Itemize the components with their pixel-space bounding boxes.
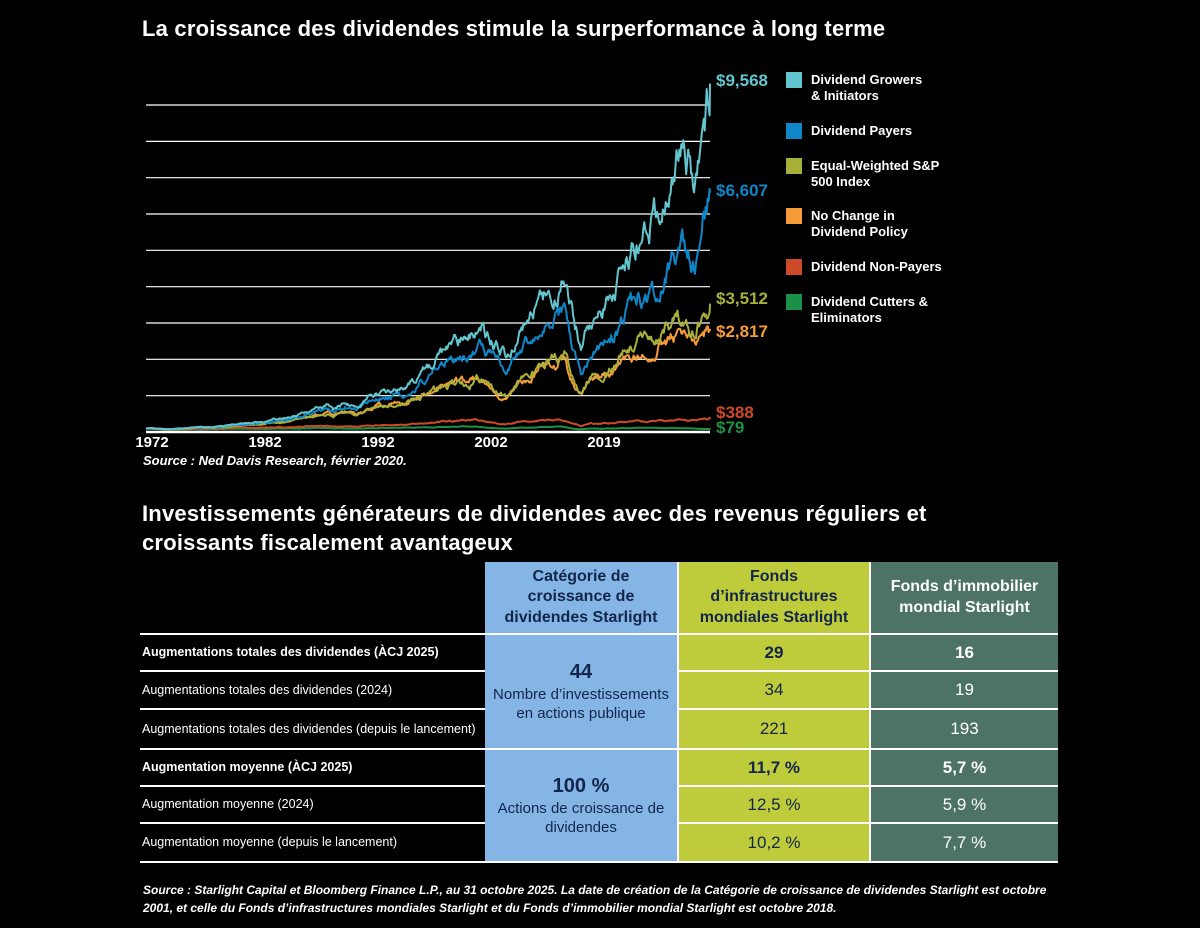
series-line-0 bbox=[146, 83, 711, 431]
row-divider bbox=[679, 822, 1058, 824]
cell-realestate: 7,7 % bbox=[942, 832, 987, 852]
legend-item-equalweight: Equal-Weighted S&P 500 Index bbox=[786, 157, 942, 190]
legend-item-payers: Dividend Payers bbox=[786, 122, 942, 139]
series-line-5 bbox=[146, 425, 711, 431]
chart-source-note: Source : Ned Davis Research, février 202… bbox=[143, 453, 407, 468]
infrastructure-column-bg bbox=[679, 562, 869, 863]
legend-label: Dividend Payers bbox=[811, 122, 913, 138]
row-divider bbox=[140, 708, 485, 710]
merged-caption: Nombre d’investissements en actions publ… bbox=[493, 685, 669, 722]
row-divider bbox=[140, 861, 1058, 863]
payers-swatch-icon bbox=[786, 122, 802, 139]
row-label: Augmentation moyenne (ÀCJ 2025) bbox=[142, 760, 353, 775]
legend-item-nochange: No Change in Dividend Policy bbox=[786, 208, 942, 240]
end-value-nonpayers: $388 bbox=[716, 403, 754, 422]
row-label: Augmentation moyenne (depuis le lancemen… bbox=[142, 835, 398, 850]
equalweight-swatch-icon bbox=[786, 157, 802, 174]
merged-value: 44 bbox=[569, 660, 593, 683]
cell-infra: 29 bbox=[764, 642, 784, 662]
row-divider bbox=[679, 670, 1058, 672]
legend-label: Dividend Cutters & Eliminators bbox=[811, 294, 929, 326]
merged-value: 100 % bbox=[552, 774, 610, 797]
cell-realestate: 5,7 % bbox=[942, 757, 987, 777]
row-label: Augmentations totales des dividendes (de… bbox=[142, 721, 476, 736]
x-axis-label-1992: 1992 bbox=[361, 434, 395, 451]
row-label: Augmentations totales des dividendes (20… bbox=[142, 682, 393, 697]
table-header-infrastructure: Fonds d’infrastructures mondiales Starli… bbox=[699, 567, 849, 626]
row-label: Augmentations totales des dividendes (ÀC… bbox=[142, 645, 439, 660]
row-divider bbox=[140, 633, 1058, 635]
legend-label: No Change in Dividend Policy bbox=[811, 208, 908, 240]
x-axis-label-2019: 2019 bbox=[587, 434, 621, 451]
table-source-note: Source : Starlight Capital et Bloomberg … bbox=[143, 883, 1047, 915]
nochange-swatch-icon bbox=[786, 208, 802, 225]
cell-realestate: 16 bbox=[955, 642, 974, 662]
section-title: Investissements générateurs de dividende… bbox=[142, 501, 927, 556]
row-divider bbox=[140, 822, 485, 824]
legend-item-cutters: Dividend Cutters & Eliminators bbox=[786, 294, 942, 326]
cell-infra: 11,7 % bbox=[748, 757, 800, 777]
realestate-column-bg bbox=[871, 562, 1058, 863]
growers-swatch-icon bbox=[786, 72, 802, 88]
chart-legend: Dividend Growers & Initiators Dividend P… bbox=[786, 72, 942, 326]
column-divider bbox=[869, 562, 871, 863]
cell-realestate: 5,9 % bbox=[942, 794, 987, 814]
cell-infra: 221 bbox=[759, 719, 789, 738]
page-title: La croissance des dividendes stimule la … bbox=[142, 16, 886, 41]
legend-label: Dividend Growers & Initiators bbox=[811, 72, 923, 103]
cell-infra: 34 bbox=[764, 680, 784, 699]
series-line-4 bbox=[146, 416, 711, 431]
legend-item-nonpayers: Dividend Non-Payers bbox=[786, 259, 942, 276]
legend-item-growers: Dividend Growers & Initiators bbox=[786, 72, 942, 104]
row-label: Augmentation moyenne (2024) bbox=[142, 797, 314, 812]
growth-line-chart bbox=[146, 83, 711, 434]
x-axis-label-1972: 1972 bbox=[135, 434, 169, 451]
x-axis-label-2002: 2002 bbox=[474, 434, 508, 451]
x-axis-label-1982: 1982 bbox=[248, 434, 282, 451]
row-divider bbox=[140, 785, 485, 787]
legend-label: Dividend Non-Payers bbox=[811, 259, 942, 275]
cell-realestate: 193 bbox=[950, 719, 979, 738]
column-divider bbox=[677, 562, 679, 863]
end-value-cutters: $79 bbox=[716, 418, 745, 437]
dividend-class-column-bg bbox=[485, 562, 677, 863]
merged-cell-investments: 44 Nombre d’investissements en actions p… bbox=[485, 635, 677, 748]
nonpayers-swatch-icon bbox=[786, 259, 802, 276]
merged-cell-dividend-growth: 100 % Actions de croissance de dividende… bbox=[485, 750, 677, 861]
row-divider bbox=[679, 785, 1058, 787]
cell-realestate: 19 bbox=[955, 680, 974, 699]
legend-label: Equal-Weighted S&P 500 Index bbox=[811, 157, 940, 189]
cell-infra: 12,5 % bbox=[747, 794, 801, 814]
cell-infra: 10,2 % bbox=[747, 832, 801, 852]
end-value-equalweight: $3,512 bbox=[716, 289, 768, 308]
end-value-nochange: $2,817 bbox=[716, 322, 768, 341]
end-value-payers: $6,607 bbox=[716, 181, 768, 200]
table-header-dividend-class: Catégorie de croissance de dividendes St… bbox=[504, 567, 658, 626]
table-header-realestate: Fonds d’immobilier mondial Starlight bbox=[890, 578, 1039, 616]
cutters-swatch-icon bbox=[786, 294, 802, 311]
row-divider bbox=[140, 670, 485, 672]
series-line-1 bbox=[146, 187, 711, 431]
fund-comparison-table: Catégorie de croissance de dividendes St… bbox=[140, 562, 1058, 863]
end-value-growers: $9,568 bbox=[716, 71, 768, 90]
merged-caption: Actions de croissance de dividendes bbox=[497, 799, 665, 836]
row-divider bbox=[140, 748, 1058, 750]
row-divider bbox=[679, 708, 1058, 710]
